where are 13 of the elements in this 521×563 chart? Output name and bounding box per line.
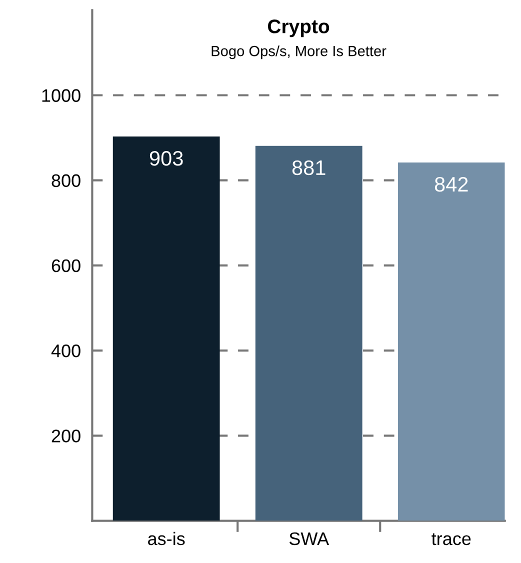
chart-title: Crypto bbox=[268, 20, 330, 38]
data-label: 903 bbox=[150, 150, 183, 166]
x-tick-label: trace bbox=[432, 533, 471, 546]
x-tick-label: SWA bbox=[289, 532, 330, 546]
y-tick-label: 400 bbox=[51, 344, 80, 358]
text: Bogo Ops/s, More Is Better bbox=[212, 46, 386, 60]
y-tick-label: 800 bbox=[52, 174, 80, 188]
y-tick-label: 1000 bbox=[42, 89, 80, 102]
data-label: 881 bbox=[292, 160, 326, 176]
y-tick-label: 200 bbox=[52, 430, 80, 442]
x-tick-label: as-is bbox=[148, 532, 185, 546]
y-tick-label: 600 bbox=[52, 259, 80, 272]
data-label: 842 bbox=[434, 176, 468, 192]
